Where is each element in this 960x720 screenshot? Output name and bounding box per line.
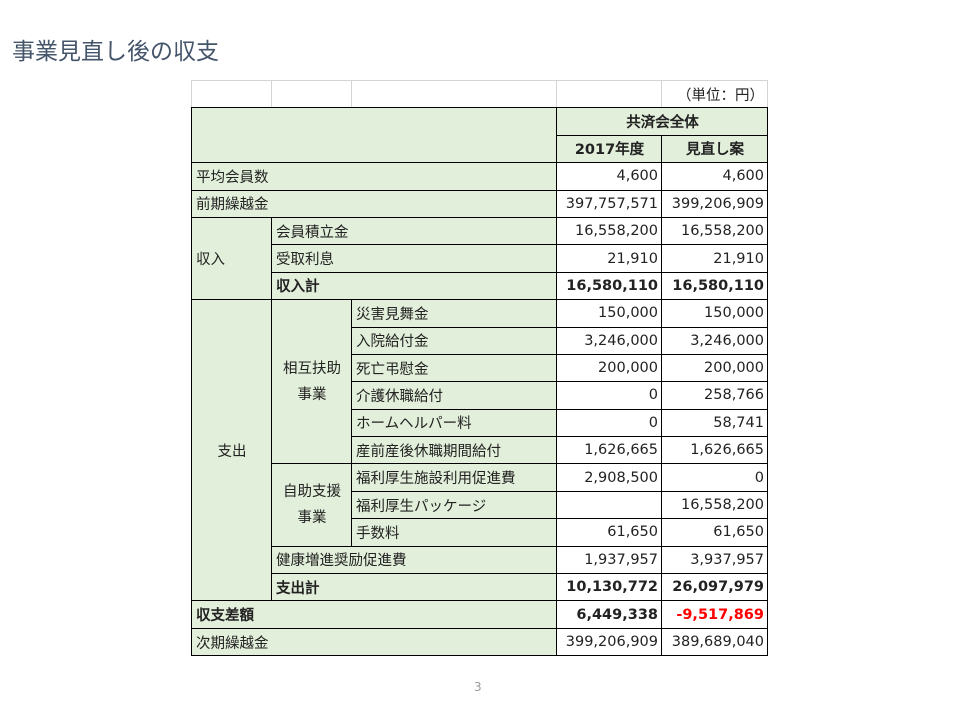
value: 16,580,110 [661, 271, 768, 301]
row-label: 次期繰越金 [191, 627, 557, 657]
value: 3,937,957 [661, 545, 768, 575]
section-label: 収入 [191, 216, 272, 301]
value: 16,558,200 [661, 216, 768, 246]
value: 1,626,665 [556, 436, 662, 465]
row-label: 平均会員数 [191, 162, 557, 191]
row-label: 入院給付金 [351, 326, 557, 355]
value: 61,650 [661, 518, 768, 547]
row-label: 健康増進奨励促進費 [271, 545, 557, 575]
value: 200,000 [661, 353, 768, 383]
value: 389,689,040 [661, 627, 768, 657]
value [556, 490, 662, 520]
row-label: 福利厚生施設利用促進費 [351, 463, 557, 492]
value: 258,766 [661, 381, 768, 410]
value: 6,449,338 [556, 600, 662, 629]
row-label: 前期繰越金 [191, 189, 557, 218]
row-label: 収入計 [271, 271, 557, 301]
section-label: 支出 [191, 299, 272, 602]
slide-title: 事業見直し後の収支 [12, 39, 219, 65]
row-label: 福利厚生パッケージ [351, 490, 557, 520]
header-group: 共済会全体 [556, 107, 768, 136]
value: 4,600 [661, 162, 768, 191]
value: 2,908,500 [556, 463, 662, 492]
value: 200,000 [556, 353, 662, 383]
value: 26,097,979 [661, 573, 768, 602]
value: 10,130,772 [556, 573, 662, 602]
row-label: 産前産後休職期間給付 [351, 436, 557, 465]
row-label: 収支差額 [191, 600, 557, 629]
row-label: 災害見舞金 [351, 299, 557, 328]
value: 150,000 [556, 299, 662, 328]
budget-table: （単位：円） 共済会全体 2017年度 見直し案 平均会員数 4,600 4,600 … [191, 79, 768, 657]
unit: （単位：円） [661, 79, 768, 109]
page-number: 3 [474, 680, 482, 694]
value: 399,206,909 [661, 189, 768, 218]
row-label: ホームヘルパー料 [351, 408, 557, 438]
value: 0 [661, 463, 768, 492]
row-label: 会員積立金 [271, 216, 557, 246]
row-label: 死亡弔慰金 [351, 353, 557, 383]
value: 399,206,909 [556, 627, 662, 657]
row-label: 支出計 [271, 573, 557, 602]
value: 16,558,200 [661, 490, 768, 520]
value: 3,246,000 [661, 326, 768, 355]
row-label: 介護休職給付 [351, 381, 557, 410]
value: 0 [556, 381, 662, 410]
value: 397,757,571 [556, 189, 662, 218]
row-label: 受取利息 [271, 244, 557, 273]
value: 1,937,957 [556, 545, 662, 575]
value: 150,000 [661, 299, 768, 328]
row-label: 手数料 [351, 518, 557, 547]
value: 16,580,110 [556, 271, 662, 301]
group-label: 相互扶助 事業 [271, 299, 352, 465]
value: 1,626,665 [661, 436, 768, 465]
value: 4,600 [556, 162, 662, 191]
value: -9,517,869 [661, 600, 768, 629]
value: 0 [556, 408, 662, 438]
value: 21,910 [556, 244, 662, 273]
value: 21,910 [661, 244, 768, 273]
column-header: 見直し案 [661, 134, 768, 164]
value: 3,246,000 [556, 326, 662, 355]
value: 58,741 [661, 408, 768, 438]
value: 61,650 [556, 518, 662, 547]
group-label: 自助支援 事業 [271, 463, 352, 547]
column-header: 2017年度 [556, 134, 662, 164]
value: 16,558,200 [556, 216, 662, 246]
